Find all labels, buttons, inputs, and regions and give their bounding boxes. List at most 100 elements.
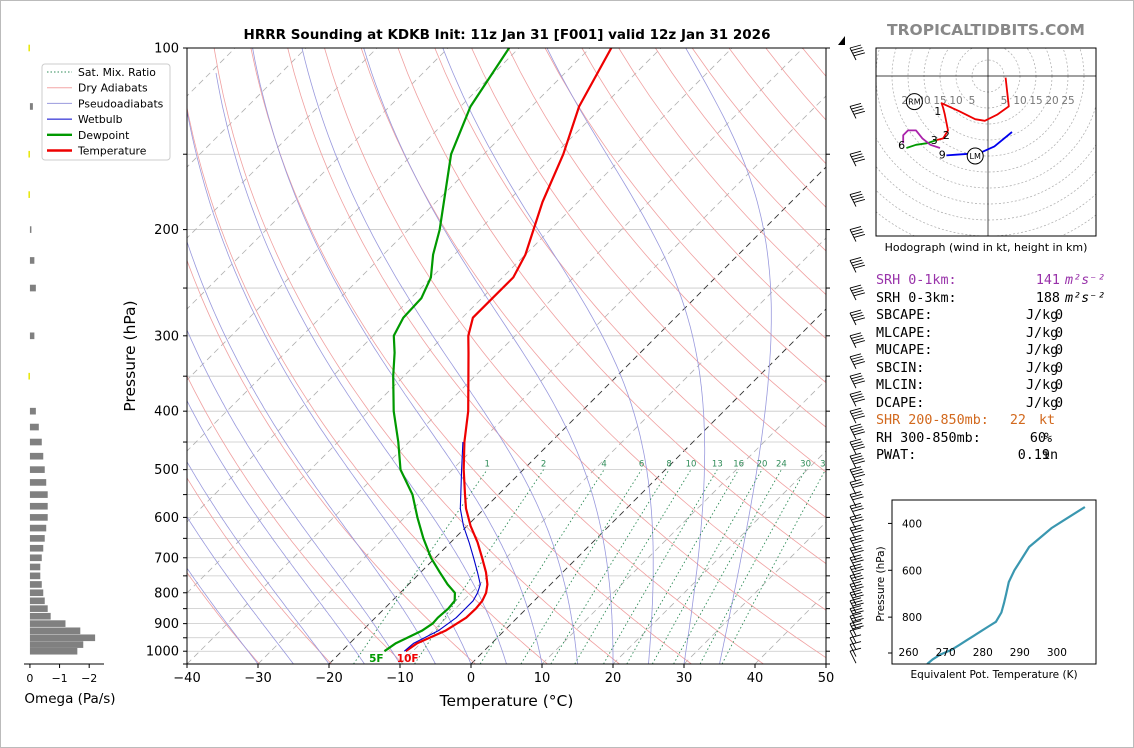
moist-adiabat-line bbox=[252, 48, 543, 664]
sounding-temperature-line bbox=[405, 48, 613, 653]
x-tick-label: 0 bbox=[467, 671, 475, 686]
hodo-ring-label: 10 bbox=[949, 95, 962, 107]
wind-barb-flag bbox=[851, 607, 863, 612]
wind-barb-flag bbox=[849, 309, 862, 314]
omega-x-tick-label: −2 bbox=[81, 672, 97, 685]
thetae-frame bbox=[891, 499, 1097, 665]
hodo-ring bbox=[876, 189, 1096, 236]
wind-barb-flag bbox=[853, 158, 866, 163]
watermark: TROPICALTIDBITS.COM bbox=[887, 21, 1085, 39]
x-tick-label: 50 bbox=[818, 671, 835, 686]
omega-bar bbox=[29, 284, 36, 292]
omega-bar bbox=[29, 647, 78, 655]
dry-adiabat-line bbox=[187, 477, 332, 664]
stat-row: SBCAPE: 0 J/kg bbox=[876, 307, 1116, 325]
mixing-ratio-label: 4 bbox=[601, 460, 606, 470]
wind-barb-staff bbox=[849, 651, 857, 664]
hodo-trace bbox=[906, 139, 938, 149]
skewt-axes-frame bbox=[186, 47, 827, 665]
dry-adiabat-line bbox=[187, 571, 260, 664]
omega-bar bbox=[29, 479, 47, 486]
hodo-motion-marker bbox=[966, 147, 984, 165]
legend-label: Sat. Mix. Ratio bbox=[78, 66, 156, 79]
mixing-ratio-label: 1 bbox=[484, 460, 489, 470]
x-tick-label: 30 bbox=[676, 671, 693, 686]
wind-barb-flag bbox=[851, 493, 863, 498]
moist-adiabat-line bbox=[187, 108, 472, 664]
wind-barb-staff bbox=[849, 494, 857, 507]
omega-x-tick-label: −1 bbox=[51, 672, 67, 685]
moist-adiabat-line bbox=[187, 461, 330, 664]
stat-label: MLCIN: bbox=[876, 378, 925, 393]
wind-barb-flag bbox=[849, 641, 862, 646]
stat-value: 0.19 bbox=[1017, 448, 1050, 463]
wind-barb-flag bbox=[849, 627, 862, 632]
thetae-x-tick-label: 300 bbox=[1047, 647, 1067, 659]
wind-barb-flag bbox=[852, 610, 864, 615]
stats-panel: SRH 0-1km: 141 m²s⁻² SRH 0-3km: 188 m²s⁻² SBCA… bbox=[876, 272, 1116, 465]
wind-barb-flag bbox=[849, 353, 862, 358]
hodo-height-label: 3 bbox=[931, 134, 938, 147]
wind-barb-flag bbox=[852, 568, 864, 573]
x-tick-label: −40 bbox=[173, 671, 200, 686]
omega-bar bbox=[29, 452, 44, 460]
hodo-frame bbox=[875, 47, 1097, 237]
stat-unit: % bbox=[1044, 430, 1053, 446]
x-tick-label: 20 bbox=[605, 671, 622, 686]
wind-barb-staff bbox=[849, 260, 857, 273]
hodo-ring bbox=[876, 211, 1096, 236]
wind-barb-flag bbox=[849, 605, 862, 610]
wind-barb-staff bbox=[849, 644, 857, 657]
hodo-height-label: 2 bbox=[943, 129, 950, 142]
wind-barb-flag bbox=[851, 393, 863, 398]
stat-label: RH 300-850mb: bbox=[876, 430, 981, 446]
x-axis-label: Temperature (°C) bbox=[439, 692, 574, 710]
wind-barb-flag bbox=[849, 423, 862, 428]
wind-barb-flag bbox=[852, 529, 864, 534]
dry-adiabat-line bbox=[360, 48, 826, 611]
wind-barb-flag bbox=[852, 155, 864, 160]
wind-barb-flag bbox=[853, 317, 866, 322]
legend-label: Pseudoadiabats bbox=[78, 97, 164, 110]
y-tick-label: 200 bbox=[154, 223, 179, 238]
thetae-y-label: Pressure (hPa) bbox=[875, 546, 887, 621]
wind-barb-flag bbox=[849, 572, 862, 577]
legend-box bbox=[41, 63, 171, 161]
stat-unit: m²s⁻² bbox=[1065, 273, 1106, 288]
wind-barb-staff bbox=[849, 566, 857, 580]
omega-bar bbox=[29, 641, 84, 648]
dry-adiabat-line bbox=[471, 48, 826, 473]
wind-barb-staff bbox=[849, 229, 857, 242]
wind-barb-flag bbox=[849, 563, 862, 568]
wind-barb-flag bbox=[849, 390, 862, 395]
wind-barb-staff bbox=[849, 106, 857, 119]
wind-barb-flag bbox=[851, 455, 863, 460]
stat-row: SHR 200-850mb: 22 kt bbox=[876, 412, 1116, 430]
wind-barb-flag bbox=[851, 287, 863, 292]
stat-row: MUCAPE: 0 J/kg bbox=[876, 342, 1116, 360]
wind-barb-flag bbox=[852, 314, 864, 319]
stat-label: SBCIN: bbox=[876, 360, 925, 376]
thetae-line bbox=[926, 506, 1086, 664]
isotherm-line bbox=[187, 48, 733, 594]
isotherm-line bbox=[187, 48, 591, 452]
hodo-height-label: 9 bbox=[939, 148, 946, 161]
wind-barb-staff bbox=[849, 410, 857, 424]
wind-barb-staff bbox=[849, 616, 857, 629]
dry-adiabat-line bbox=[581, 48, 826, 340]
dry-adiabat-line bbox=[324, 48, 826, 659]
moist-adiabat-line bbox=[215, 72, 507, 664]
wind-barb-staff bbox=[849, 469, 857, 482]
wind-barb-flag bbox=[851, 537, 863, 542]
isotherm-line bbox=[187, 48, 449, 310]
y-tick-label: 100 bbox=[154, 42, 179, 57]
wind-barb-flag bbox=[853, 340, 866, 345]
wind-barb-flag bbox=[851, 516, 863, 521]
skewt-plot-area: 1 2 4 6 8 10 13 16 20 24 30 36 bbox=[187, 48, 826, 664]
hodo-trace bbox=[936, 77, 1010, 141]
wind-barb-flag bbox=[849, 589, 862, 594]
wind-barb-staff bbox=[849, 312, 857, 326]
wind-barb-flag bbox=[852, 540, 864, 544]
moist-adiabat-line bbox=[363, 48, 614, 664]
hodo-ring-label: 25 bbox=[1061, 95, 1074, 107]
